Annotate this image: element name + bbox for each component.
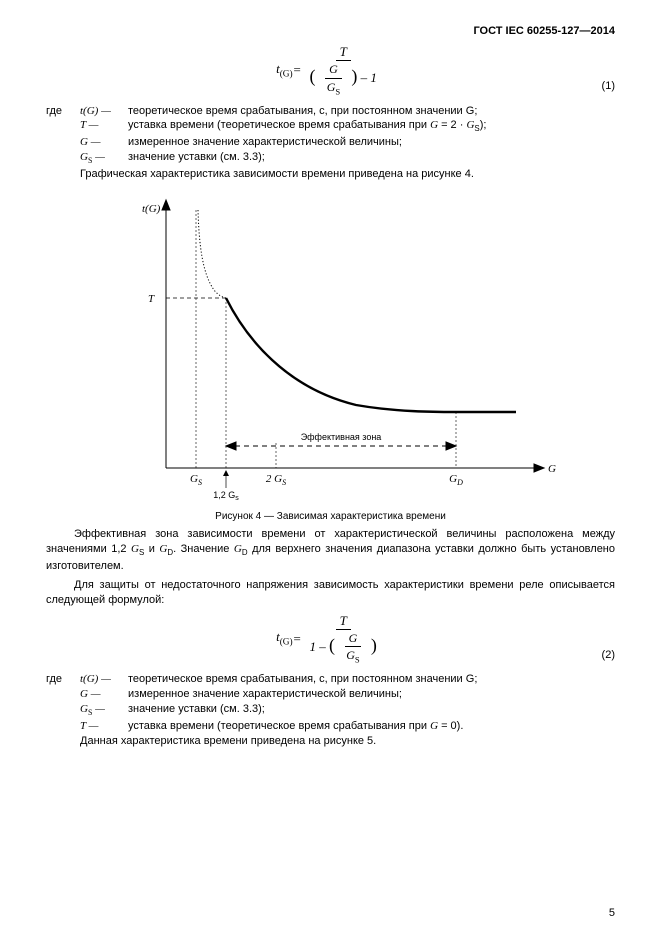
figure-4: t(G) G T Эффективная зона GS 2 GS GD 1,2… xyxy=(46,188,615,524)
where2-text-2: измеренное значение характеристической в… xyxy=(128,687,615,702)
where-block-1: где t(G) — теоретическое время срабатыва… xyxy=(46,104,615,182)
eq1-number: (1) xyxy=(602,79,615,94)
where1-text-3: измеренное значение характеристической в… xyxy=(128,135,615,150)
doc-header: ГОСТ IEC 60255-127—2014 xyxy=(46,24,615,39)
where1-sym-3: G — xyxy=(80,135,128,150)
where2-text-1: теоретическое время срабатывания, с, при… xyxy=(128,672,615,687)
eq2-lhs: t(G) xyxy=(276,628,293,649)
equation-2: t(G) = T 1 – ( G GS ) (2) xyxy=(46,612,615,667)
eq2-main-frac: T 1 – ( G GS ) xyxy=(305,612,380,667)
where1-sym-4: GS — xyxy=(80,150,128,167)
where2-text-4: уставка времени (теоретическое время сра… xyxy=(128,719,615,734)
fig-x-gs: GS xyxy=(190,473,202,487)
where2-sym-4: T — xyxy=(80,719,128,734)
fig-x-12gs: 1,2 Gs xyxy=(213,490,239,502)
where2-sym-3: GS — xyxy=(80,702,128,719)
eq1-eq: = xyxy=(293,61,302,79)
fig-ylabel: t(G) xyxy=(142,203,161,215)
para-undervoltage: Для защиты от недостаточного напряжения … xyxy=(46,578,615,608)
fig-T-label: T xyxy=(148,293,155,305)
eq2-eq: = xyxy=(293,630,302,648)
fig-x-gd: GD xyxy=(449,473,463,487)
where2-label: где xyxy=(46,672,80,687)
where2-tail: Данная характеристика времени приведена … xyxy=(46,734,615,749)
where1-text-2: уставка времени (теоретическое время сра… xyxy=(128,118,615,135)
page-number: 5 xyxy=(609,906,615,921)
fig-x-2gs: 2 GS xyxy=(265,473,285,487)
figure-4-svg: t(G) G T Эффективная зона GS 2 GS GD 1,2… xyxy=(96,188,566,508)
eq2-number: (2) xyxy=(602,648,615,663)
where2-text-3: значение уставки (см. 3.3); xyxy=(128,702,615,719)
where2-sym-1: t(G) — xyxy=(80,672,128,687)
para-effzone: Эффективная зона зависимости времени от … xyxy=(46,527,615,574)
where2-sym-2: G — xyxy=(80,687,128,702)
fig-xlabel: G xyxy=(548,463,556,475)
eq1-main-frac: T ( G GS ) – 1 xyxy=(305,43,380,98)
fig-effzone-label: Эффективная зона xyxy=(300,432,381,442)
where1-text-4: значение уставки (см. 3.3); xyxy=(128,150,615,167)
eq1-lhs: t(G) xyxy=(276,60,293,81)
where1-text-1: теоретическое время срабатывания, с, при… xyxy=(128,104,615,119)
where1-label: где xyxy=(46,104,80,119)
figure-4-caption: Рисунок 4 — Зависимая характеристика вре… xyxy=(46,510,615,524)
where1-sym-1: t(G) — xyxy=(80,104,128,119)
where1-tail: Графическая характеристика зависимости в… xyxy=(46,167,615,182)
where1-sym-2: T — xyxy=(80,118,128,135)
where-block-2: где t(G) — теоретическое время срабатыва… xyxy=(46,672,615,748)
equation-1: t(G) = T ( G GS ) – 1 (1) xyxy=(46,43,615,98)
